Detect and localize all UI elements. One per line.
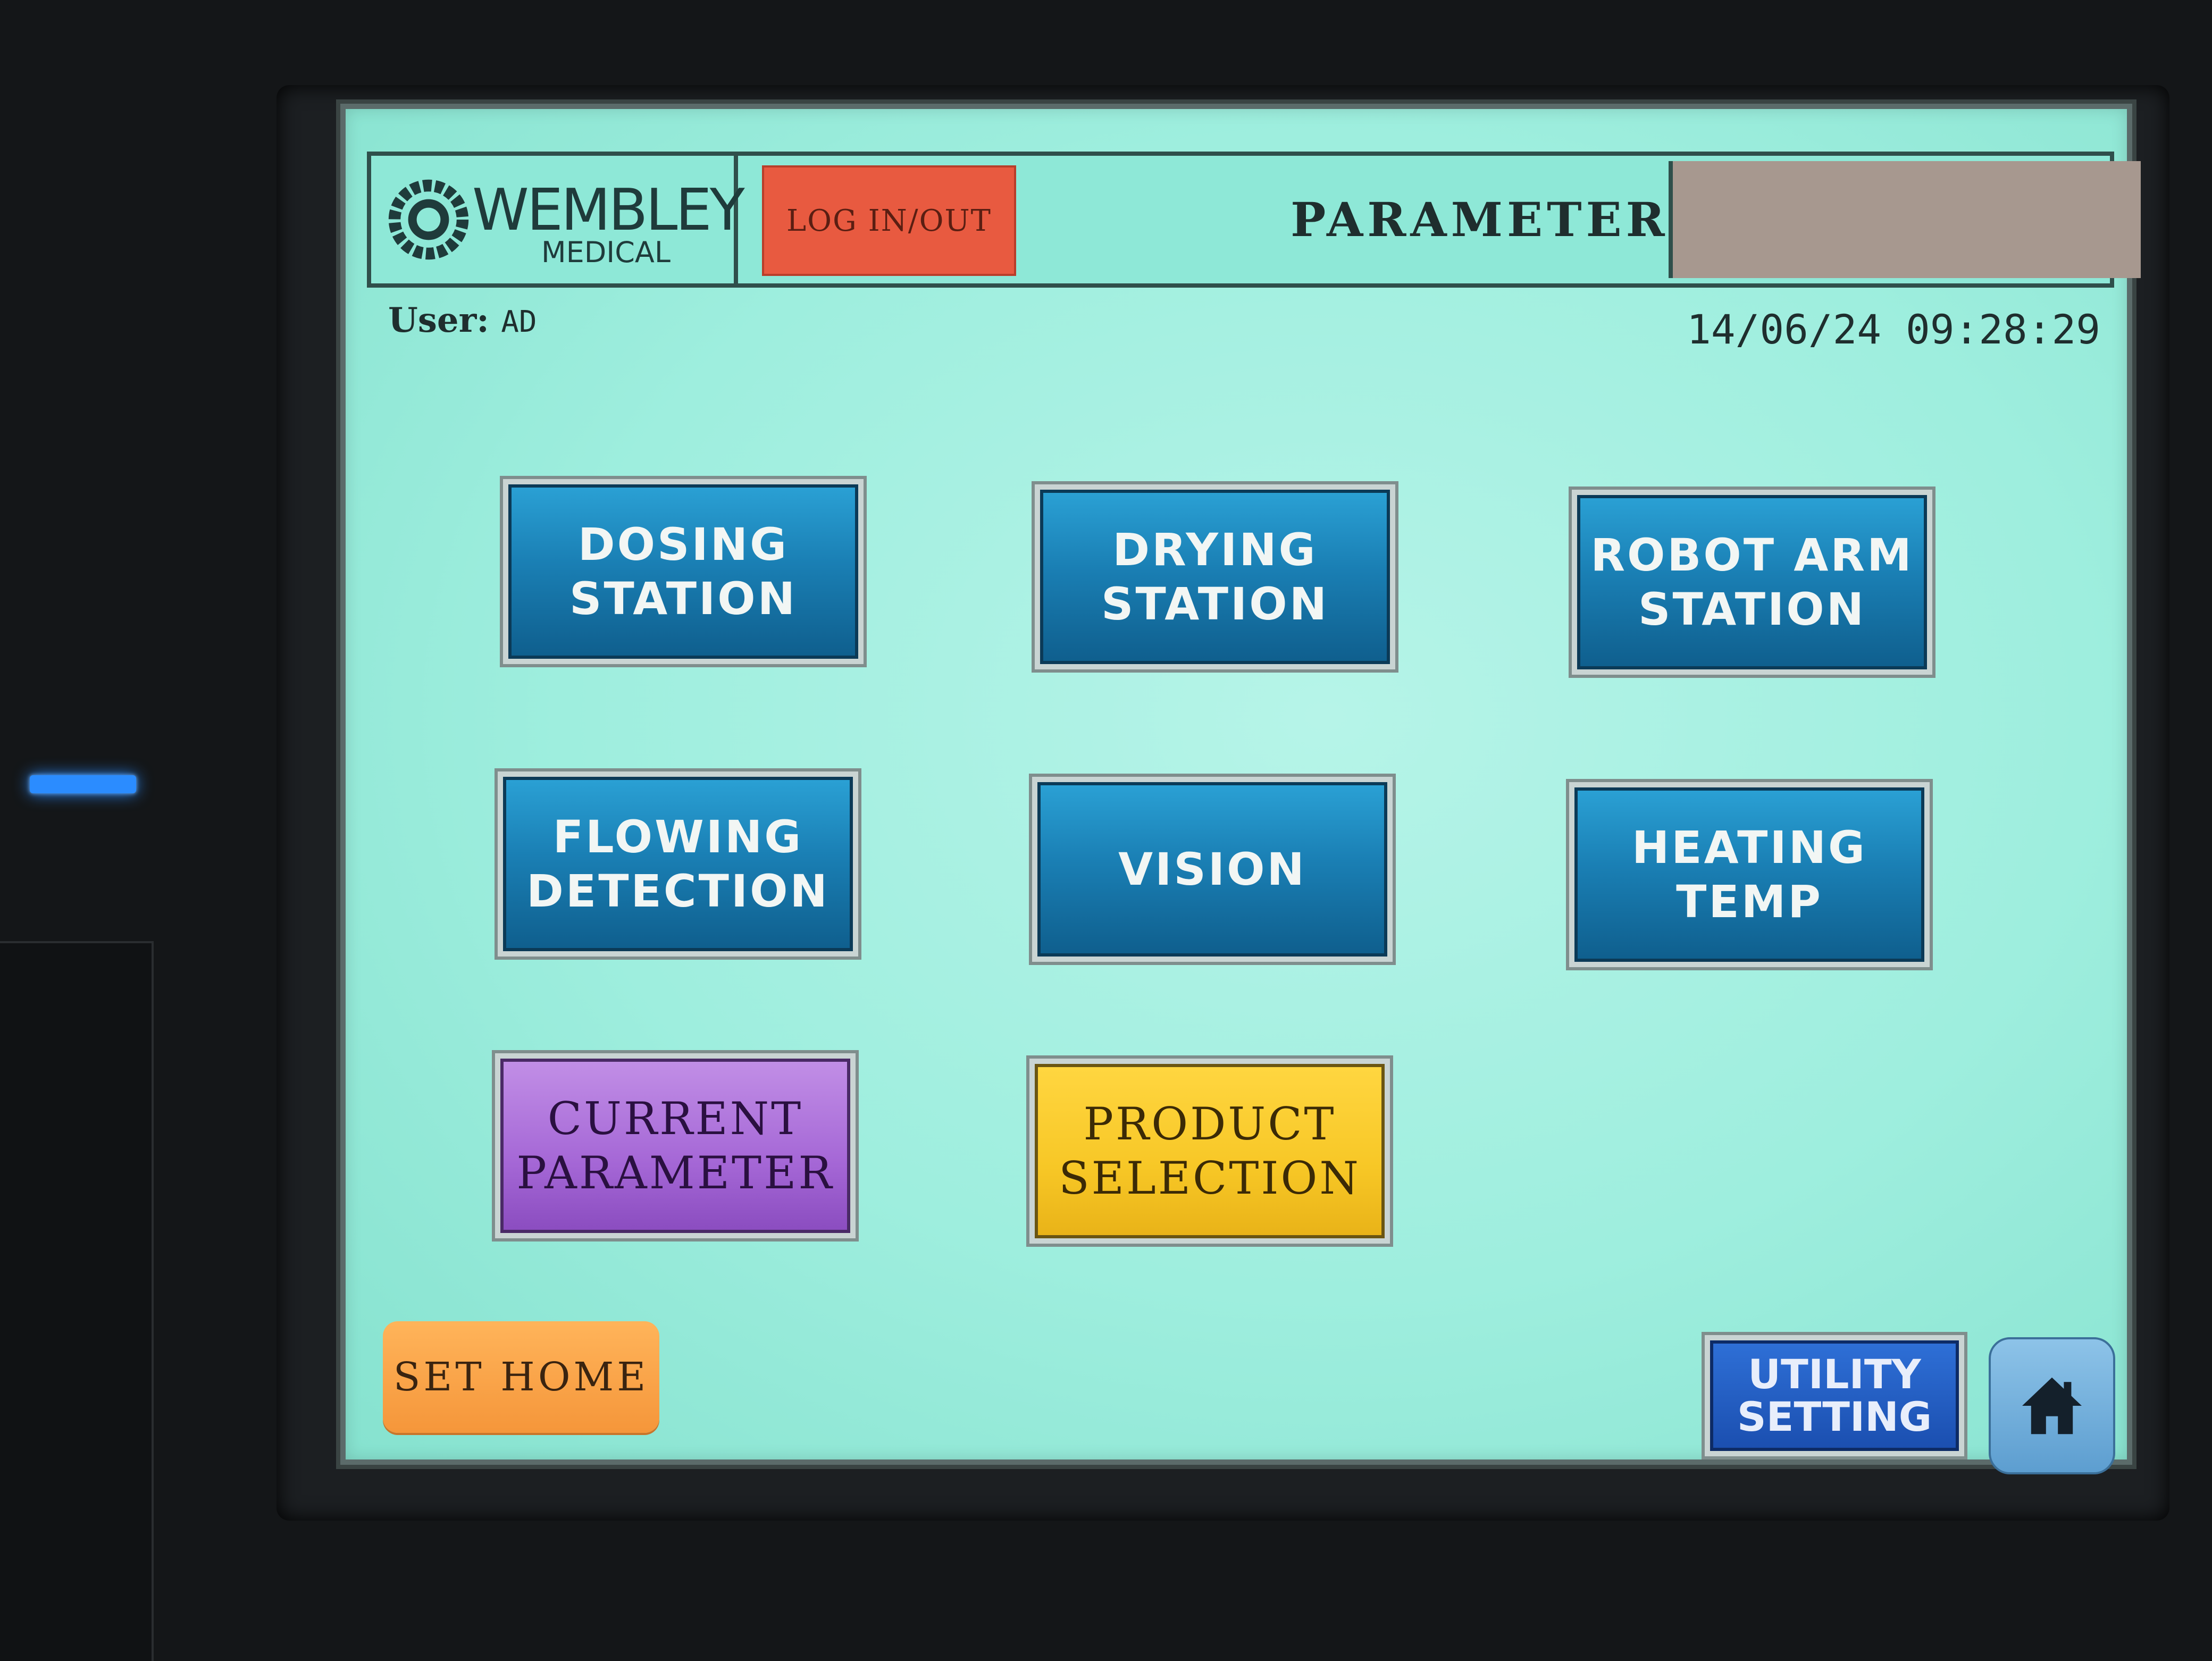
login-logout-button[interactable]: LOG IN/OUT: [762, 165, 1016, 276]
product-selection-frame: PRODUCT SELECTION: [1026, 1055, 1393, 1247]
button-label-line-1: ROBOT ARM: [1590, 528, 1914, 581]
user-label: User:: [388, 300, 489, 340]
utility-setting-button[interactable]: UTILITY SETTING: [1710, 1340, 1959, 1451]
button-label-line-1: VISION: [1118, 843, 1306, 895]
gear-globe-icon: [388, 179, 469, 260]
logo-subtitle: MEDICAL: [541, 236, 671, 269]
button-label-line-2: STATION: [1101, 578, 1329, 630]
button-label-line-1: DRYING: [1112, 523, 1318, 576]
product-selection-button[interactable]: PRODUCT SELECTION: [1035, 1064, 1385, 1238]
current-parameter-frame: CURRENT PARAMETER: [492, 1050, 859, 1241]
flowing-detection-button[interactable]: FLOWING DETECTION: [503, 777, 853, 951]
button-label-line-2: TEMP: [1676, 876, 1823, 928]
robot-arm-station-frame: ROBOT ARM STATION: [1569, 486, 1936, 678]
button-label-line-2: STATION: [569, 573, 798, 625]
drying-station-frame: DRYING STATION: [1032, 481, 1398, 673]
device-side-panel: [0, 941, 154, 1661]
heating-temp-frame: HEATING TEMP: [1566, 779, 1933, 970]
header-status-panel: [1669, 161, 2141, 278]
button-label-line-1: FLOWING: [552, 810, 803, 863]
date-time-display: 14/06/24 09:28:29: [1687, 306, 2100, 353]
home-icon: [2022, 1377, 2082, 1434]
company-logo: WEMBLEY MEDICAL: [371, 156, 745, 283]
power-indicator-led: [30, 775, 136, 793]
current-parameter-button[interactable]: CURRENT PARAMETER: [500, 1059, 850, 1233]
dosing-station-frame: DOSING STATION: [500, 476, 867, 667]
button-label-line-1: DOSING: [577, 518, 789, 571]
vision-button[interactable]: VISION: [1037, 782, 1387, 957]
dosing-station-button[interactable]: DOSING STATION: [508, 484, 858, 659]
button-label-line-1: CURRENT: [547, 1092, 803, 1145]
drying-station-button[interactable]: DRYING STATION: [1040, 490, 1390, 664]
hmi-screen: WEMBLEY MEDICAL LOG IN/OUT PARAMETER Use…: [340, 104, 2141, 1474]
robot-arm-station-button[interactable]: ROBOT ARM STATION: [1577, 495, 1927, 669]
logo-name: WEMBLEY: [472, 177, 745, 244]
user-indicator: User: AD: [388, 300, 537, 340]
button-label-line-2: SETTING: [1737, 1393, 1932, 1440]
button-label-line-2: DETECTION: [526, 865, 830, 917]
button-label-line-1: UTILITY: [1748, 1350, 1921, 1398]
button-label-line-2: SELECTION: [1059, 1152, 1361, 1204]
user-value: AD: [501, 305, 537, 339]
home-button[interactable]: [1989, 1337, 2115, 1474]
flowing-detection-frame: FLOWING DETECTION: [495, 768, 861, 960]
heating-temp-button[interactable]: HEATING TEMP: [1574, 787, 1924, 962]
button-label-line-1: HEATING: [1632, 821, 1867, 874]
utility-setting-frame: UTILITY SETTING: [1702, 1332, 1967, 1459]
button-label-line-1: PRODUCT: [1083, 1097, 1336, 1150]
button-label-line-2: PARAMETER: [516, 1147, 834, 1199]
header-bar: WEMBLEY MEDICAL LOG IN/OUT PARAMETER: [367, 152, 2141, 288]
set-home-button[interactable]: SET HOME: [383, 1321, 659, 1433]
vision-frame: VISION: [1029, 774, 1396, 965]
button-label-line-2: STATION: [1638, 583, 1866, 635]
page-title: PARAMETER: [1291, 192, 1669, 247]
